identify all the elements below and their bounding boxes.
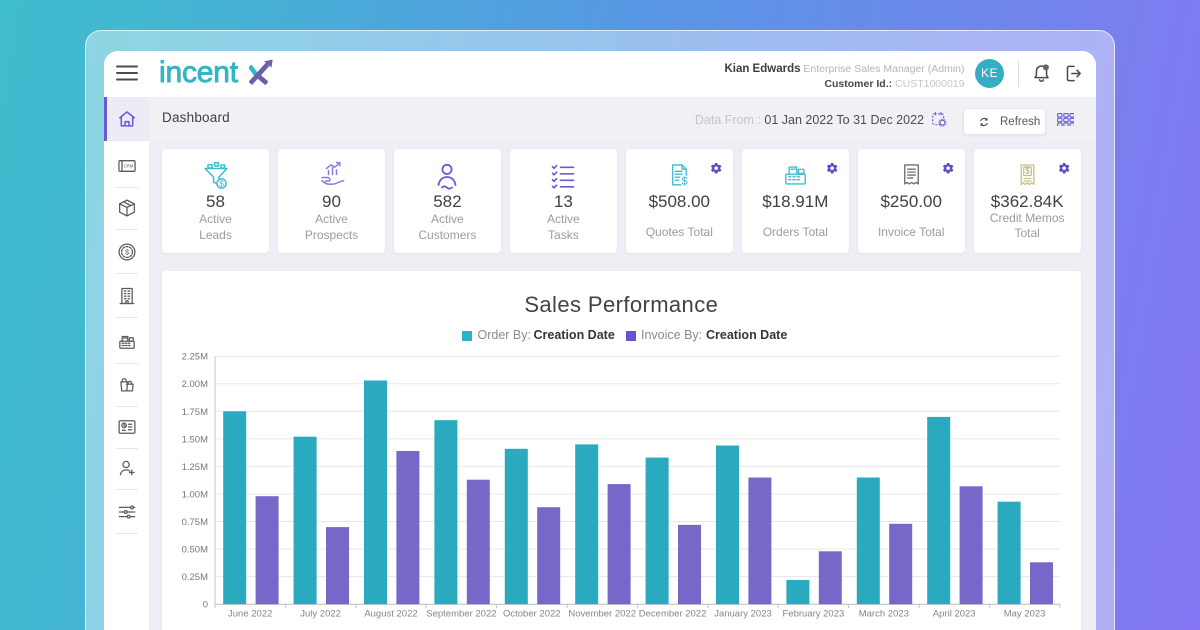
svg-text:1.50M: 1.50M — [182, 435, 208, 446]
svg-text:January 2023: January 2023 — [714, 609, 772, 620]
svg-text:2.00M: 2.00M — [182, 379, 208, 390]
svg-text:1.75M: 1.75M — [182, 407, 208, 418]
svg-text:May 2023: May 2023 — [1004, 609, 1046, 620]
svg-text:February 2023: February 2023 — [783, 609, 845, 620]
svg-text:March 2023: March 2023 — [859, 609, 909, 620]
svg-text:1.00M: 1.00M — [182, 490, 208, 501]
svg-text:$: $ — [125, 248, 129, 257]
svg-text:$: $ — [681, 175, 687, 187]
svg-text:$: $ — [219, 179, 224, 189]
svg-text:2.25M: 2.25M — [182, 352, 208, 363]
svg-text:0.50M: 0.50M — [182, 545, 208, 556]
svg-text:October 2022: October 2022 — [503, 609, 561, 620]
svg-text:0.75M: 0.75M — [182, 517, 208, 528]
svg-text:December 2022: December 2022 — [639, 609, 707, 620]
svg-text:CRM: CRM — [124, 164, 134, 169]
svg-text:$: $ — [1025, 167, 1030, 176]
svg-text:1.25M: 1.25M — [182, 462, 208, 473]
svg-text:0: 0 — [203, 600, 208, 611]
svg-text:0.25M: 0.25M — [182, 572, 208, 583]
svg-text:July 2022: July 2022 — [300, 609, 341, 620]
svg-text:November 2022: November 2022 — [568, 609, 636, 620]
svg-text:April 2023: April 2023 — [933, 609, 976, 620]
svg-text:September 2022: September 2022 — [426, 609, 496, 620]
svg-text:June 2022: June 2022 — [228, 609, 272, 620]
svg-text:August 2022: August 2022 — [364, 609, 417, 620]
